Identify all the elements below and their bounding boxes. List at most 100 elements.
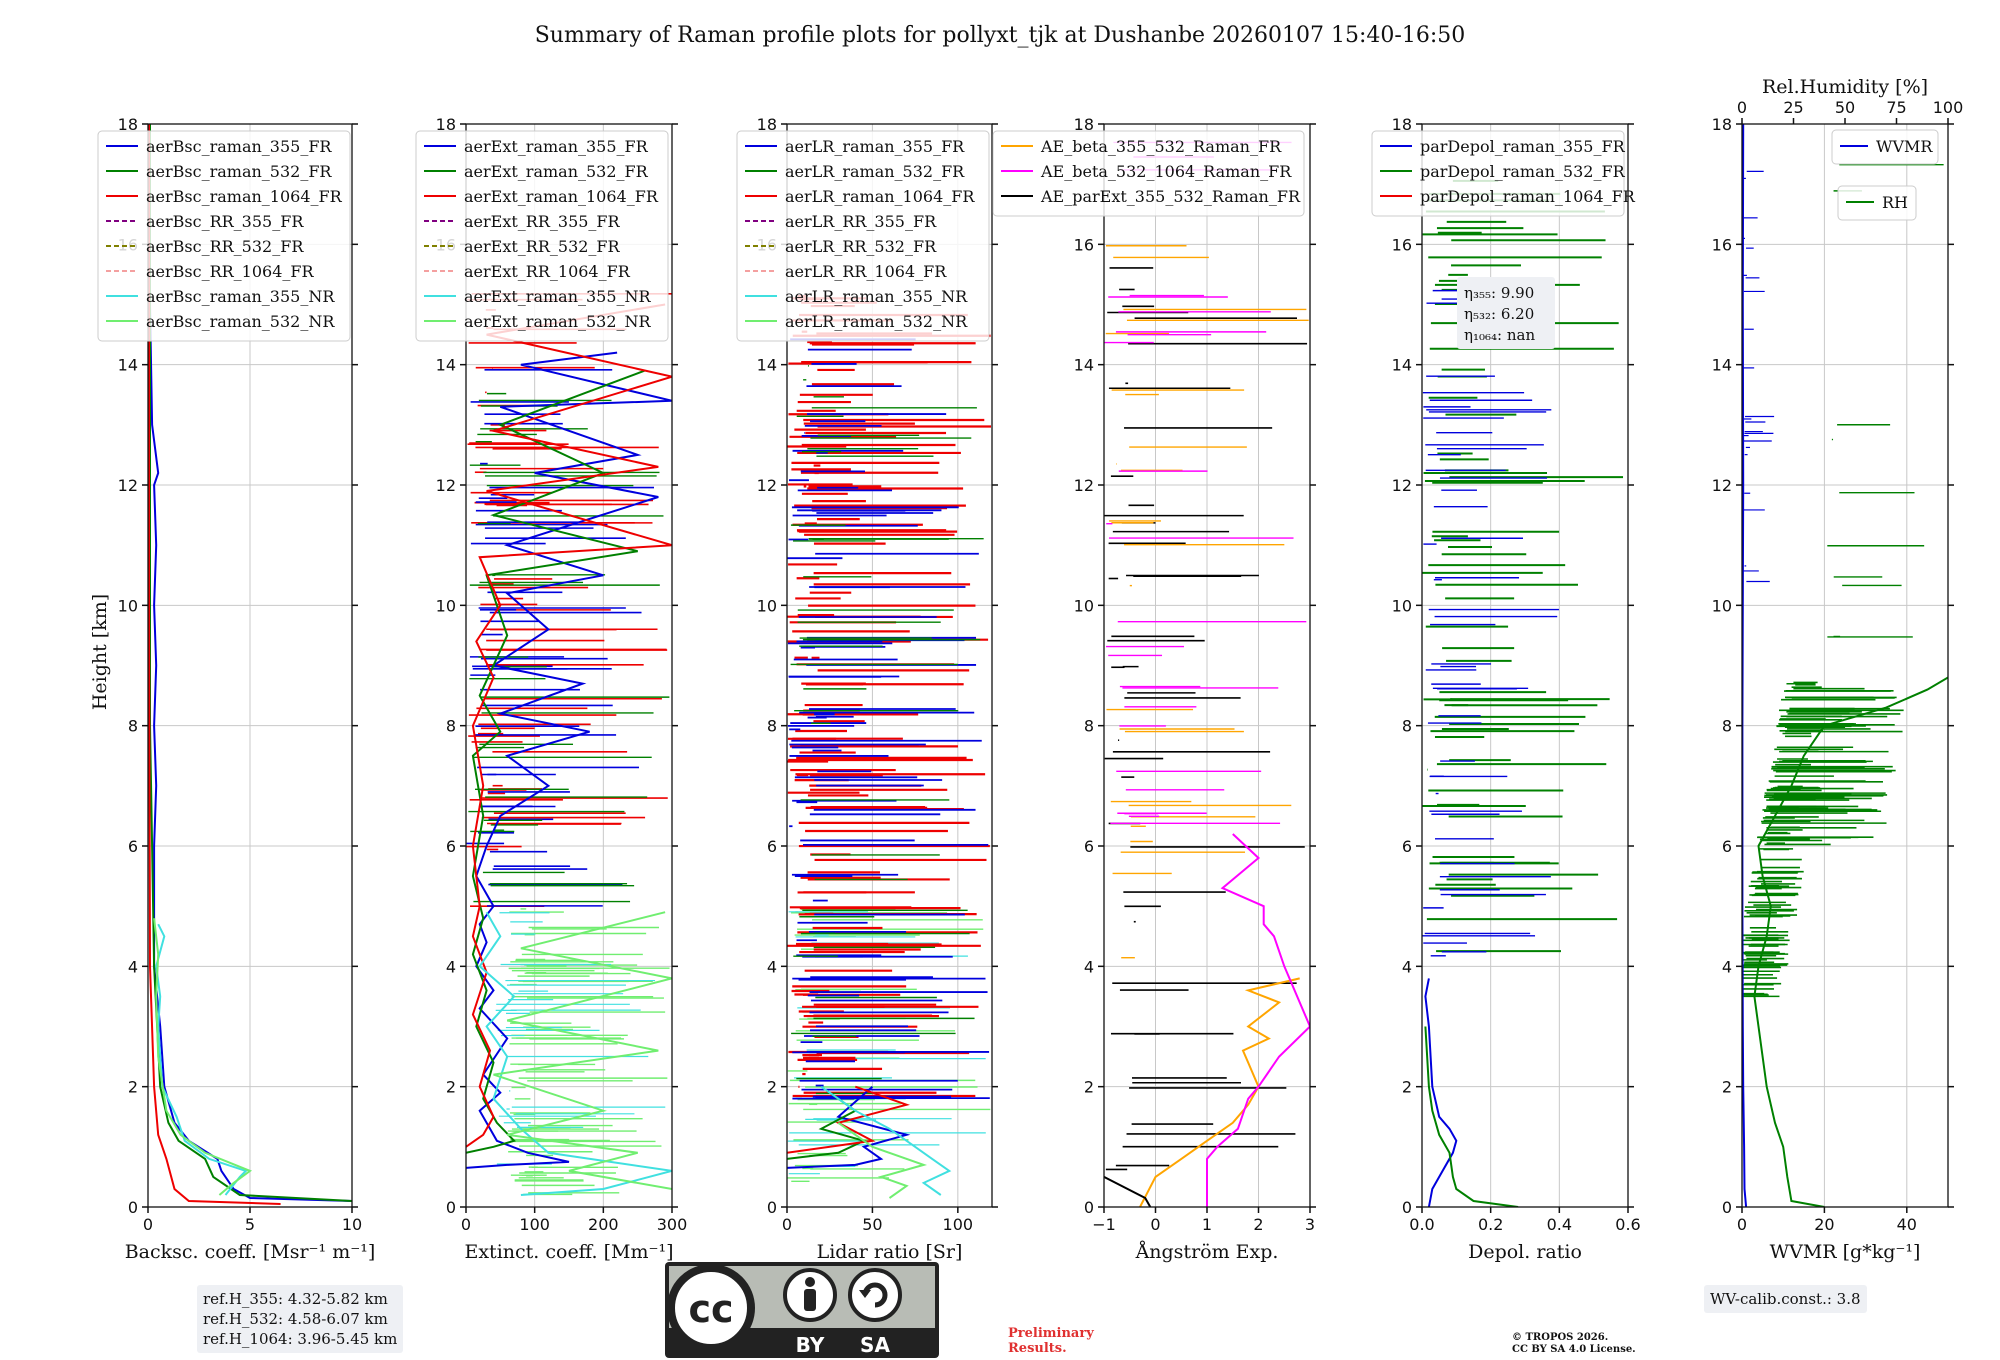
y-tick-label: 10 [118,596,138,615]
legend-item-aerLR_raman_355_NR: aerLR_raman_355_NR [785,287,968,306]
y-tick-label: 14 [1392,356,1412,375]
cc-by-label: BY [796,1333,825,1357]
ref-height-355: ref.H_355: 4.32-5.82 km [203,1290,388,1308]
y-tick-label: 0 [1402,1198,1412,1217]
series-aerExt_raman_1064_FR [466,303,672,1148]
y-tick-label: 4 [1402,957,1412,976]
top-tick-label: 0 [1737,98,1747,117]
y-tick-label: 18 [1392,115,1412,134]
eta-box [1457,277,1555,349]
y-tick-label: 16 [1074,235,1094,254]
series-layer [1424,978,1519,1207]
series-aerLR_raman_532_NR [837,1121,928,1199]
gridlines [1741,123,1948,1208]
x-tick-label: 50 [862,1215,882,1234]
y-tick-label: 6 [128,837,138,856]
top-axis-label: Rel.Humidity [%] [1762,76,1928,98]
series-RH [1753,676,1948,1207]
y-tick-label: 2 [1084,1078,1094,1097]
legend-item-AE_beta_532_1064_Raman_FR: AE_beta_532_1064_Raman_FR [1040,162,1292,181]
series-AE_beta_532_1064_Raman_FR [1206,833,1310,1207]
ref-height-532: ref.H_532: 4.58-6.07 km [203,1310,388,1328]
legend-frame [1831,129,1939,165]
x-axis-label: Extinct. coeff. [Mm⁻¹] [464,1241,673,1263]
series-AE_beta_355_532_Raman_FR [1139,977,1300,1207]
sa-arrowhead-icon [859,1290,871,1298]
y-tick-label: 12 [118,476,138,495]
legend-item-aerLR_raman_532_NR: aerLR_raman_532_NR [785,312,968,331]
y-tick-label: 10 [1712,596,1732,615]
x-tick-label: 10 [342,1215,362,1234]
ticks [1416,123,1634,1213]
series-parDepol_raman_355_FR [1424,978,1458,1207]
y-tick-label: 2 [1722,1078,1732,1097]
legend-item-aerExt_raman_532_FR: aerExt_raman_532_FR [464,162,649,181]
y-tick-label: 6 [446,837,456,856]
y-tick-label: 2 [446,1078,456,1097]
legend: AE_beta_355_532_Raman_FR AE_beta_532_1064… [992,130,1305,217]
y-tick-label: 4 [767,957,777,976]
y-tick-label: 2 [1402,1078,1412,1097]
by-person-head [805,1277,815,1287]
wv-calibration-note: WV-calib.const.: 3.8 [1704,1285,1867,1313]
x-tick-label: 100 [519,1215,550,1234]
y-tick-label: 2 [767,1078,777,1097]
x-tick-label: 300 [657,1215,688,1234]
axes-frame [1421,123,1629,1208]
y-tick-label: 4 [128,957,138,976]
legend-item-parDepol_raman_1064_FR: parDepol_raman_1064_FR [1420,187,1636,206]
cc-sa-label: SA [860,1333,890,1357]
top-tick-label: 100 [1933,98,1964,117]
legend-item-aerLR_RR_1064_FR: aerLR_RR_1064_FR [785,262,947,281]
legend-item-aerLR_RR_532_FR: aerLR_RR_532_FR [785,237,937,256]
y-tick-label: 14 [1074,356,1094,375]
series-aerBsc_raman_1064_FR [148,124,281,1205]
copyright-line-2: CC BY SA 4.0 License. [1512,1344,1636,1355]
eta-annotation: η₃₅₅: 9.90 η₅₃₂: 6.20 η₁₀₆₄: nan [1457,277,1555,349]
y-tick-label: 6 [1402,837,1412,856]
noise-layer [1742,163,1944,998]
panel-lr: 050100024681012141618Lidar ratio [Sr]aer… [736,115,998,1263]
preliminary-results-note: Preliminary Results. [1008,1326,1094,1356]
series-aerExt_raman_532_NR [493,911,672,1190]
series-layer [787,1085,952,1199]
y-tick-label: 8 [1402,717,1412,736]
y-tick-label: 8 [1722,717,1732,736]
legend-frame [1837,185,1917,221]
y-tick-label: 0 [446,1198,456,1217]
y-axis-label: Height [km] [89,594,111,710]
x-tick-label: 0 [782,1215,792,1234]
y-tick-label: 18 [118,115,138,134]
y-tick-label: 12 [436,476,456,495]
y-tick-label: 0 [128,1198,138,1217]
legend-item-aerBsc_raman_532_FR: aerBsc_raman_532_FR [146,162,332,181]
x-tick-label: 3 [1305,1215,1315,1234]
series-aerBsc_raman_532_NR [153,918,253,1196]
y-tick-label: 0 [1722,1198,1732,1217]
copyright-note: © TROPOS 2026. CC BY SA 4.0 License. [1512,1332,1636,1356]
y-tick-label: 8 [767,717,777,736]
y-tick-label: 4 [446,957,456,976]
x-tick-label: 200 [588,1215,619,1234]
legend-item-aerBsc_RR_1064_FR: aerBsc_RR_1064_FR [146,262,315,281]
legend-item-aerExt_raman_355_NR: aerExt_raman_355_NR [464,287,652,306]
axes-frame [786,123,993,1208]
by-person-body [804,1289,816,1311]
y-tick-label: 12 [757,476,777,495]
legend-item-parDepol_raman_355_FR: parDepol_raman_355_FR [1420,137,1626,156]
legend: aerBsc_raman_355_FR aerBsc_raman_532_FRae… [97,130,351,342]
y-tick-label: 14 [118,356,138,375]
series-aerExt_raman_355_FR [466,351,672,1169]
legend-item-aerLR_raman_1064_FR: aerLR_raman_1064_FR [785,187,975,206]
series-layer [148,124,352,1205]
y-tick-label: 2 [128,1078,138,1097]
reference-height-note: ref.H_355: 4.32-5.82 km ref.H_532: 4.58-… [197,1285,404,1353]
y-tick-label: 4 [1722,957,1732,976]
legend-frame [97,130,351,342]
y-tick-label: 12 [1074,476,1094,495]
x-tick-label: 40 [1897,1215,1917,1234]
x-tick-label: 100 [943,1215,974,1234]
legend-item-aerLR_RR_355_FR: aerLR_RR_355_FR [785,212,937,231]
panel-bsc: 0510024681012141618Backsc. coeff. [Msr⁻¹… [97,115,375,1263]
